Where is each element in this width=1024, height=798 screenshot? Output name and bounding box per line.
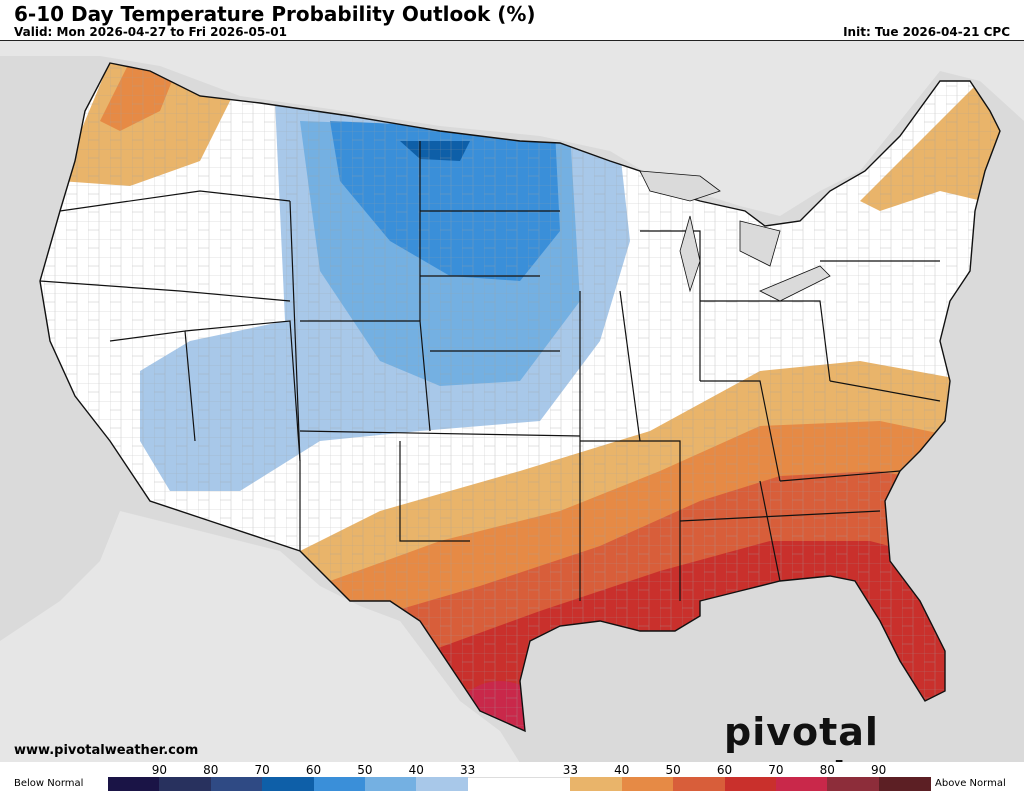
lake-superior <box>639 170 721 202</box>
legend-swatch <box>467 777 520 792</box>
legend-tick-label: 60 <box>305 763 322 777</box>
legend-swatch <box>621 777 674 791</box>
website-label: www.pivotalweather.com <box>14 743 199 758</box>
legend-tick-label: 80 <box>203 763 219 777</box>
map-svg <box>0 41 1024 763</box>
legend-tick-label: 40 <box>614 763 630 777</box>
legend-tick-label: 33 <box>459 763 476 777</box>
legend-swatch <box>210 777 263 791</box>
legend-tick-label: 33 <box>562 763 579 777</box>
color-legend: Below Normal 90 80 70 60 50 40 33 33 40 50 60 70 80 9… <box>0 762 1024 792</box>
legend-swatch <box>108 777 160 791</box>
legend-tick-label: 40 <box>408 763 424 777</box>
legend-tick-label: 70 <box>254 763 270 777</box>
legend-swatch <box>364 777 417 791</box>
legend-swatch <box>827 777 880 791</box>
legend-tick-label: 90 <box>870 763 887 777</box>
state-borders <box>40 141 941 601</box>
legend-below-label: Below Normal <box>14 778 84 789</box>
legend-tick-label: 60 <box>716 763 733 777</box>
legend-swatch <box>878 777 931 791</box>
lake-erie <box>759 265 831 302</box>
legend-tick-label: 80 <box>819 763 835 777</box>
outlook-map <box>0 40 1024 763</box>
legend-swatch <box>262 777 314 791</box>
legend-swatch <box>416 777 469 791</box>
page-title: 6-10 Day Temperature Probability Outlook… <box>14 2 536 26</box>
legend-tick-label: 50 <box>357 763 373 777</box>
legend-swatch <box>313 777 366 791</box>
legend-swatch <box>724 777 777 791</box>
canada-land <box>0 41 1024 216</box>
valid-period: Valid: Mon 2026-04-27 to Fri 2026-05-01 <box>14 25 287 39</box>
legend-swatch <box>519 777 571 792</box>
mexico-land <box>0 511 520 763</box>
lake-michigan <box>679 215 701 293</box>
legend-swatch <box>775 777 828 791</box>
legend-swatch <box>673 777 725 791</box>
legend-tick-label: 70 <box>768 763 784 777</box>
legend-swatch <box>159 777 212 791</box>
header: 6-10 Day Temperature Probability Outlook… <box>0 0 1024 40</box>
legend-swatch <box>570 777 623 791</box>
lake-huron <box>739 220 781 267</box>
us-outline <box>39 62 1001 733</box>
legend-tick-label: 50 <box>665 763 681 777</box>
legend-above-label: Above Normal <box>935 778 1006 789</box>
legend-tick-label: 90 <box>151 763 168 777</box>
init-time: Init: Tue 2026-04-21 CPC <box>843 25 1010 39</box>
